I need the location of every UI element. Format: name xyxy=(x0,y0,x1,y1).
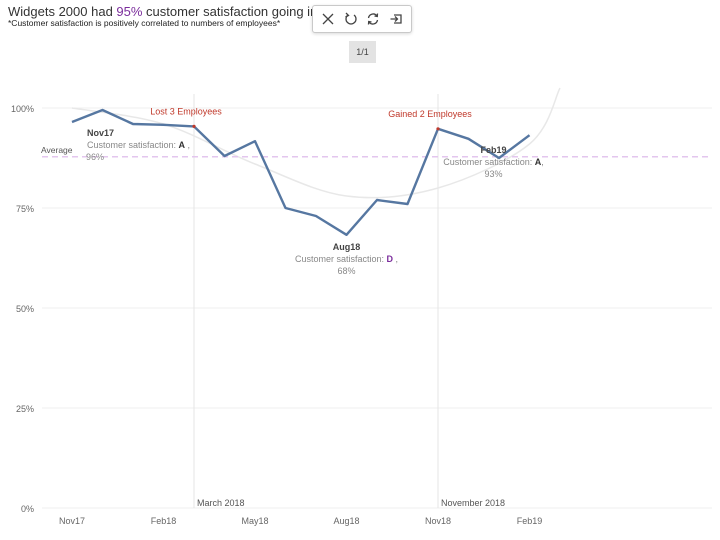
exit-icon xyxy=(390,14,402,24)
page-indicator: 1/1 xyxy=(349,41,376,63)
point-label-grade: Customer satisfaction: D , xyxy=(295,254,398,264)
point-label-month: Aug18 xyxy=(333,242,361,252)
series-line xyxy=(71,108,531,237)
point-label-part: Customer satisfaction: xyxy=(443,157,535,167)
point-label-part: Customer satisfaction: xyxy=(87,140,179,150)
event-annotation: Gained 2 Employees xyxy=(388,109,472,119)
point-label-grade: Customer satisfaction: A , xyxy=(87,140,190,150)
data-point xyxy=(375,198,380,203)
reference-line-label: November 2018 xyxy=(441,498,505,508)
point-label-value: 96% xyxy=(86,152,104,162)
close-button[interactable] xyxy=(318,9,338,29)
point-label-grade: Customer satisfaction: A, xyxy=(443,157,544,167)
x-tick-label: Nov17 xyxy=(59,516,85,526)
data-point xyxy=(253,139,258,144)
point-label-month: Nov17 xyxy=(87,128,114,138)
data-point xyxy=(466,136,471,141)
data-point xyxy=(405,202,410,207)
y-tick-label: 75% xyxy=(16,204,34,214)
point-label-part: Customer satisfaction: xyxy=(295,254,387,264)
average-label: Average xyxy=(41,145,73,155)
x-tick-label: Feb19 xyxy=(517,516,543,526)
event-marker xyxy=(436,127,440,131)
exit-button[interactable] xyxy=(386,9,406,29)
y-tick-label: 25% xyxy=(16,404,34,414)
event-marker xyxy=(192,124,196,128)
data-point xyxy=(222,154,227,159)
refresh-icon xyxy=(368,13,379,25)
data-point xyxy=(161,122,166,127)
undo-button[interactable] xyxy=(341,9,361,29)
point-label-month: Feb19 xyxy=(480,145,506,155)
y-tick-label: 50% xyxy=(16,304,34,314)
data-point xyxy=(131,122,136,127)
x-tick-label: May18 xyxy=(241,516,268,526)
data-point xyxy=(100,108,105,113)
event-annotation: Lost 3 Employees xyxy=(150,106,222,116)
undo-icon xyxy=(344,12,357,25)
point-label-value: 93% xyxy=(484,169,502,179)
point-label-part: , xyxy=(393,254,398,264)
point-label-part: D xyxy=(387,254,394,264)
close-icon xyxy=(322,13,334,25)
y-tick-label: 100% xyxy=(11,104,34,114)
point-label-part: , xyxy=(541,157,544,167)
data-point xyxy=(344,232,349,237)
reference-line-label: March 2018 xyxy=(197,498,245,508)
data-point xyxy=(283,206,288,211)
y-tick-label: 0% xyxy=(21,504,34,514)
data-point xyxy=(314,214,319,219)
refresh-button[interactable] xyxy=(363,9,383,29)
point-label-value: 68% xyxy=(337,266,355,276)
chart-subtitle: *Customer satisfaction is positively cor… xyxy=(8,18,281,28)
x-tick-label: Nov18 xyxy=(425,516,451,526)
point-label-part: , xyxy=(185,140,190,150)
point-label-part: A xyxy=(179,140,186,150)
point-label-part: A xyxy=(535,157,542,167)
x-tick-label: Aug18 xyxy=(333,516,359,526)
x-tick-label: Feb18 xyxy=(151,516,177,526)
tooltip-toolbar xyxy=(312,5,412,33)
data-point xyxy=(70,120,75,125)
data-point xyxy=(527,133,532,138)
